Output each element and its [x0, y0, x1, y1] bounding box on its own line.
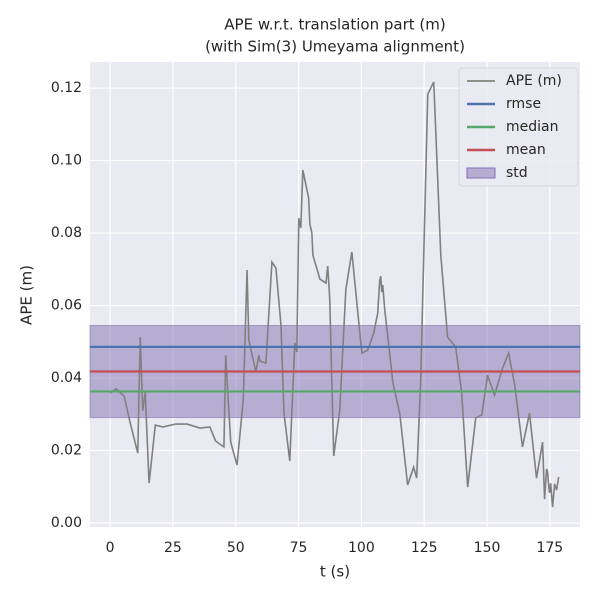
- legend-label: mean: [506, 142, 546, 158]
- legend-label: APE (m): [506, 73, 562, 89]
- y-tick-label: 0.02: [51, 443, 82, 459]
- x-axis-label: t (s): [320, 563, 350, 581]
- x-tick-label: 175: [536, 540, 563, 556]
- ape-line: [109, 81, 560, 508]
- y-tick-label: 0.04: [51, 370, 82, 386]
- y-tick-label: 0.08: [51, 225, 82, 241]
- x-tick-label: 50: [227, 540, 245, 556]
- marks: [89, 81, 581, 508]
- chart-title: APE w.r.t. translation part (m): [224, 16, 445, 34]
- x-tick-label: 25: [164, 540, 182, 556]
- y-tick-label: 0.06: [51, 298, 82, 314]
- y-axis-label: APE (m): [18, 265, 36, 325]
- y-tick-label: 0.00: [51, 515, 82, 531]
- legend-swatch: [466, 167, 496, 179]
- legend-box: [458, 67, 579, 187]
- x-tick-label: 125: [411, 540, 438, 556]
- y-tick-label: 0.12: [51, 80, 82, 96]
- y-tick-label: 0.10: [51, 153, 82, 169]
- legend: APE (m) rmse median mean std: [458, 67, 579, 187]
- x-tick-label: 75: [290, 540, 308, 556]
- legend-label: rmse: [506, 96, 541, 112]
- x-tick-label: 150: [474, 540, 501, 556]
- chart-subtitle: (with Sim(3) Umeyama alignment): [205, 38, 465, 56]
- legend-label: std: [506, 165, 528, 181]
- x-tick-label: 0: [106, 540, 115, 556]
- legend-label: median: [506, 119, 558, 135]
- x-tick-label: 100: [348, 540, 375, 556]
